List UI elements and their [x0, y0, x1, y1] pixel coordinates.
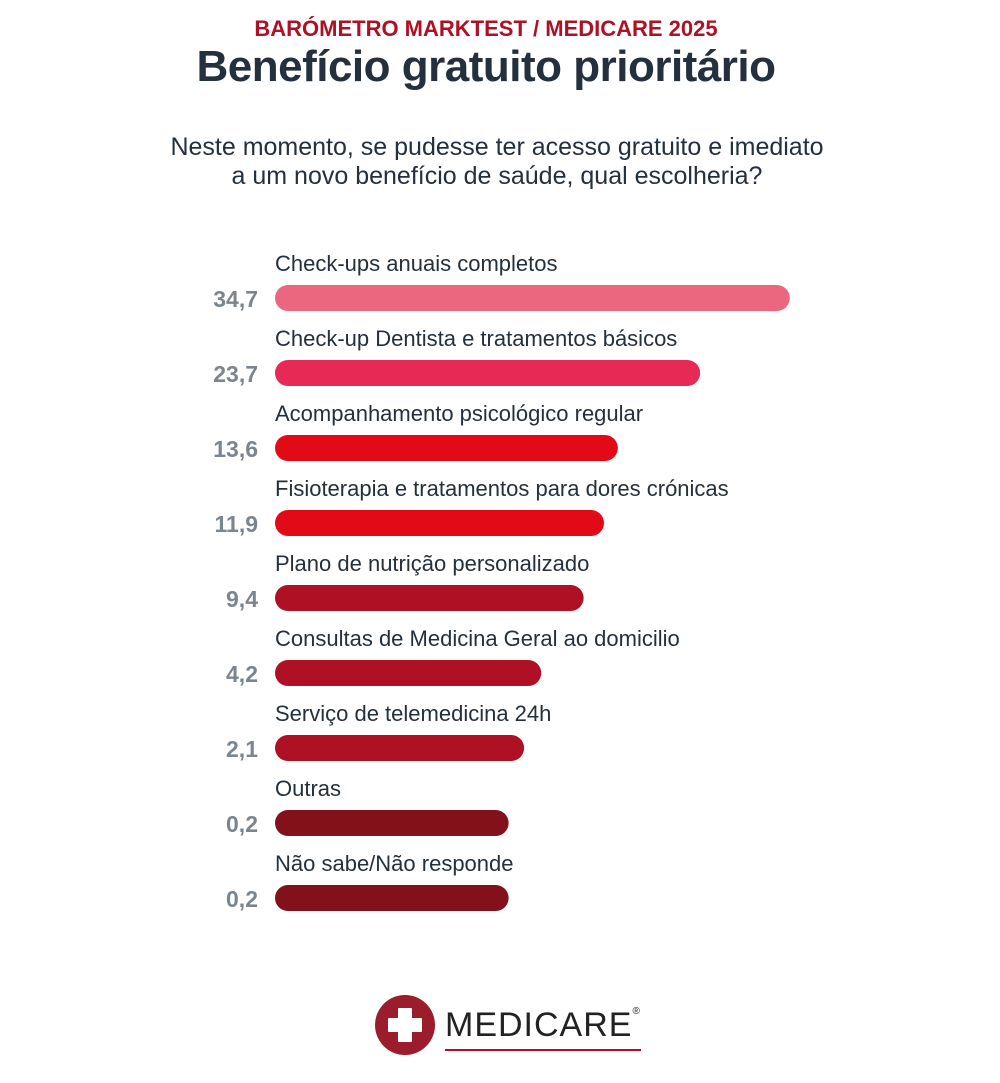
- page-title: Benefício gratuito prioritário: [196, 42, 776, 91]
- bar: [275, 810, 509, 836]
- bar: [275, 360, 701, 386]
- bar: [275, 285, 790, 311]
- kicker: BARÓMETRO MARKTEST / MEDICARE 2025: [254, 16, 718, 41]
- logo-wordmark: MEDICARE®: [445, 1005, 641, 1051]
- bar: [275, 660, 542, 686]
- category-label: Check-ups anuais completos: [275, 251, 557, 276]
- category-label: Check-up Dentista e tratamentos básicos: [275, 326, 677, 351]
- value-label: 0,2: [226, 811, 258, 837]
- category-label: Plano de nutrição personalizado: [275, 551, 589, 576]
- category-label: Serviço de telemedicina 24h: [275, 701, 551, 726]
- bar: [275, 885, 509, 911]
- category-label: Não sabe/Não responde: [275, 851, 514, 876]
- category-label: Consultas de Medicina Geral ao domicilio: [275, 626, 680, 651]
- medical-cross-icon: [375, 995, 435, 1055]
- medicare-logo: MEDICARE®: [375, 995, 641, 1055]
- bar: [275, 585, 584, 611]
- logo-text: MEDICARE: [445, 1005, 633, 1044]
- registered-mark: ®: [632, 1005, 641, 1017]
- value-label: 0,2: [226, 886, 258, 912]
- bar: [275, 510, 604, 536]
- subtitle-line-1: Neste momento, se pudesse ter acesso gra…: [170, 133, 824, 161]
- category-label: Fisioterapia e tratamentos para dores cr…: [275, 476, 729, 501]
- subtitle: Neste momento, se pudesse ter acesso gra…: [0, 133, 994, 191]
- bar: [275, 435, 618, 461]
- value-label: 13,6: [213, 436, 258, 462]
- subtitle-line-2: a um novo benefício de saúde, qual escol…: [231, 162, 763, 190]
- value-label: 11,9: [215, 511, 259, 537]
- value-label: 9,4: [226, 586, 258, 612]
- value-label: 2,1: [226, 736, 258, 762]
- category-label: Outras: [275, 776, 341, 801]
- bar: [275, 735, 525, 761]
- value-label: 23,7: [213, 361, 258, 387]
- category-label: Acompanhamento psicológico regular: [275, 401, 643, 426]
- value-label: 4,2: [226, 661, 258, 687]
- value-label: 34,7: [213, 286, 258, 312]
